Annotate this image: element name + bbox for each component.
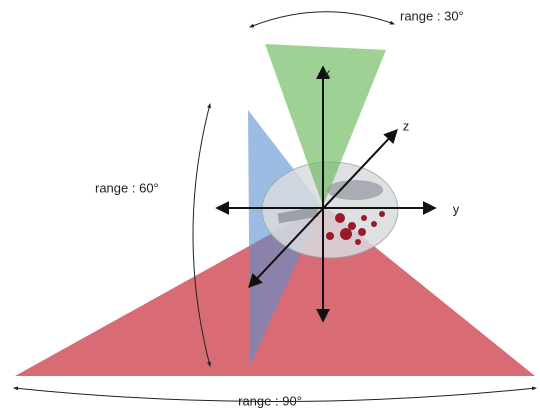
arc-90	[13, 386, 537, 402]
range-label: range : 60°	[95, 180, 159, 195]
axis-label: y	[453, 201, 460, 216]
axis-z	[248, 128, 398, 289]
arc-60	[192, 103, 211, 367]
range-label: range : 30°	[400, 8, 464, 23]
range-label: range : 90°	[238, 393, 302, 408]
axis-label: x	[324, 65, 331, 80]
arc-30	[249, 11, 395, 28]
axis-label: z	[403, 118, 410, 133]
